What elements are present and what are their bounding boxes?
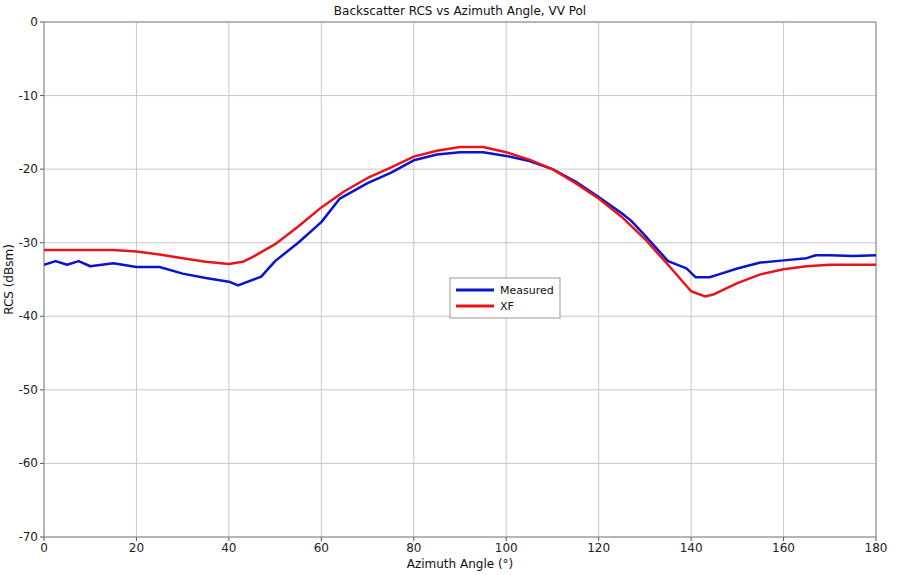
- y-tick: [40, 389, 44, 390]
- y-tick: [40, 95, 44, 96]
- legend-label: Measured: [500, 284, 554, 297]
- y-tick: [40, 169, 44, 170]
- y-tick-label: -60: [18, 456, 38, 470]
- y-tick: [40, 22, 44, 23]
- plot-area: [44, 22, 876, 537]
- y-grid-line: [44, 242, 876, 243]
- y-tick: [40, 537, 44, 538]
- legend: Measured XF: [450, 278, 560, 318]
- grid: [44, 22, 876, 537]
- y-tick: [40, 242, 44, 243]
- y-grid-line: [44, 169, 876, 170]
- y-grid-line: [44, 463, 876, 464]
- x-grid-line: [136, 22, 137, 537]
- background: [0, 0, 923, 575]
- x-tick-label: 60: [314, 541, 329, 555]
- x-tick-label: 120: [587, 541, 610, 555]
- y-tick-label: -70: [18, 530, 38, 544]
- x-grid-line: [783, 22, 784, 537]
- x-axis-label: Azimuth Angle (°): [407, 557, 514, 571]
- x-grid-line: [321, 22, 322, 537]
- y-axis-label: RCS (dBsm): [2, 244, 16, 315]
- y-grid-line: [44, 389, 876, 390]
- y-tick-label: 0: [30, 15, 38, 29]
- x-tick-label: 140: [680, 541, 703, 555]
- x-grid-line: [598, 22, 599, 537]
- series-line: [44, 147, 876, 296]
- x-tick-label: 180: [865, 541, 888, 555]
- y-tick-label: -20: [18, 162, 38, 176]
- plot-frame: [44, 22, 876, 537]
- x-tick-label: 80: [406, 541, 421, 555]
- x-grid-line: [413, 22, 414, 537]
- x-tick-label: 100: [495, 541, 518, 555]
- y-tick-label: -50: [18, 383, 38, 397]
- x-grid-line: [228, 22, 229, 537]
- legend-swatch: [456, 289, 494, 292]
- y-tick-label: -10: [18, 89, 38, 103]
- series-group: [44, 147, 876, 296]
- legend-swatch: [456, 305, 494, 308]
- title: Backscatter RCS vs Azimuth Angle, VV Pol: [334, 4, 586, 18]
- legend-label: XF: [500, 300, 514, 313]
- y-tick-label: -30: [18, 236, 38, 250]
- y-tick: [40, 316, 44, 317]
- x-tick-label: 160: [772, 541, 795, 555]
- series-line: [44, 152, 876, 285]
- x-tick-label: 0: [40, 541, 48, 555]
- x-tick-label: 20: [129, 541, 144, 555]
- x-grid-line: [691, 22, 692, 537]
- legend-box: [450, 278, 560, 318]
- y-tick-label: -40: [18, 309, 38, 323]
- chart: 0 20 40 60 80 100 120 140 160 180 0 -10 -20 -30 -40 -50…: [0, 0, 923, 575]
- x-tick-label: 40: [221, 541, 236, 555]
- y-grid-line: [44, 95, 876, 96]
- y-tick: [40, 463, 44, 464]
